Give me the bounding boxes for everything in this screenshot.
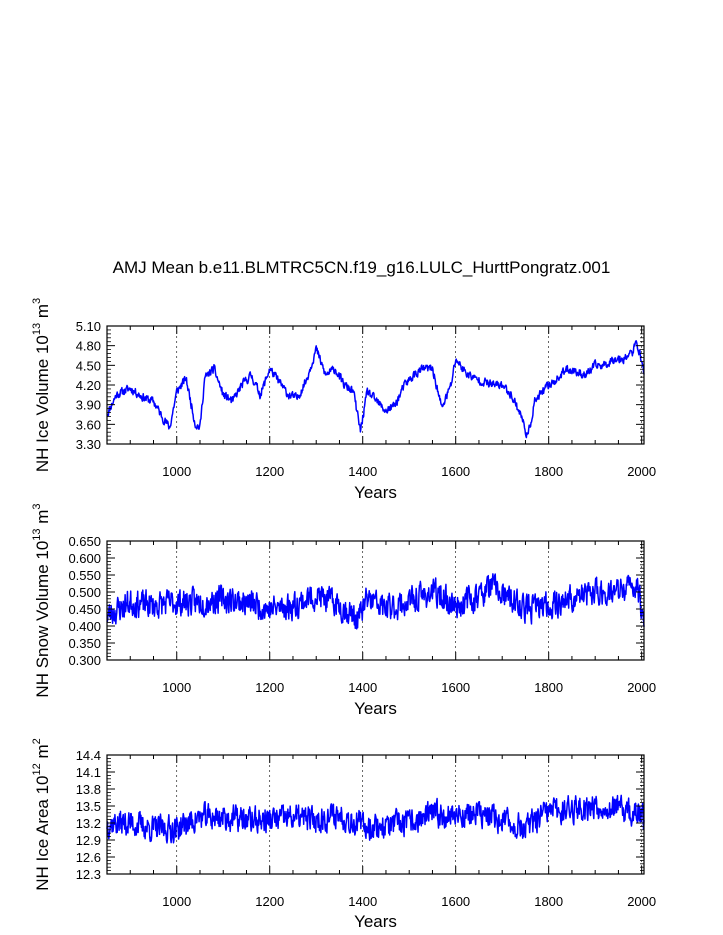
y-tick-label: 0.650 <box>68 534 101 549</box>
y-axis-title: NH Snow Volume 1013 m3 <box>31 503 52 697</box>
x-tick-label: 2000 <box>627 464 656 479</box>
x-tick-label: 1600 <box>441 894 470 909</box>
x-tick-label: 1800 <box>534 680 563 695</box>
y-tick-label: 3.60 <box>76 417 101 432</box>
panel-snow-volume: 1000 1200 1400 1600 1800 2000 0.300 0.350 0.400 0… <box>31 503 656 718</box>
chart-title: AMJ Mean b.e11.BLMTRC5CN.f19_g16.LULC_Hu… <box>112 258 611 277</box>
panel-ice-volume: 1000 1200 1400 1600 1800 2000 3.30 3.60 3.90 4.20… <box>31 298 656 502</box>
y-tick-label: 13.8 <box>76 782 101 797</box>
y-tick-label: 4.80 <box>76 339 101 354</box>
y-tick-label: 12.9 <box>76 833 101 848</box>
plot-frame <box>106 540 645 661</box>
x-tick-label: 1200 <box>255 464 284 479</box>
x-tick-label: 1200 <box>255 894 284 909</box>
x-axis-title: Years <box>354 912 397 931</box>
y-axis-title-unit-exp: 2 <box>31 738 43 744</box>
plot-frame <box>106 754 645 875</box>
y-tick-label: 14.4 <box>76 748 101 763</box>
y-axis-title-main: NH Snow Volume 10 <box>33 541 52 698</box>
y-axis-title-unit-exp: 3 <box>31 298 43 304</box>
y-tick-label: 13.5 <box>76 799 101 814</box>
x-tick-label: 1200 <box>255 680 284 695</box>
y-axis-title-unit: m <box>33 304 52 323</box>
y-axis-title-unit-exp: 3 <box>31 503 43 509</box>
y-tick-label: 4.20 <box>76 378 101 393</box>
y-axis-title-main: NH Ice Volume 10 <box>33 335 52 472</box>
x-axis-title: Years <box>354 699 397 718</box>
x-tick-label: 1600 <box>441 464 470 479</box>
y-tick-label: 3.90 <box>76 398 101 413</box>
y-tick-label: 0.450 <box>68 602 101 617</box>
series-line-snow-volume <box>106 573 645 630</box>
x-tick-label: 1600 <box>441 680 470 695</box>
y-axis-title: NH Ice Volume 1013 m3 <box>31 298 52 472</box>
x-tick-label: 2000 <box>627 680 656 695</box>
x-tick-label: 1000 <box>162 464 191 479</box>
y-axis-title-exp: 13 <box>31 323 43 335</box>
y-tick-label: 13.2 <box>76 816 101 831</box>
panel-ice-area: 1000 1200 1400 1600 1800 2000 12.3 12.6 12.9 13.2… <box>31 738 656 931</box>
x-axis-title: Years <box>354 483 397 502</box>
y-axis-title-exp: 13 <box>31 528 43 540</box>
y-axis-title-main: NH Ice Area 10 <box>33 775 52 890</box>
y-tick-label: 0.400 <box>68 619 101 634</box>
y-tick-label: 14.1 <box>76 765 101 780</box>
y-tick-label: 3.30 <box>76 437 101 452</box>
x-tick-label: 1400 <box>348 894 377 909</box>
x-tick-label: 1000 <box>162 894 191 909</box>
y-tick-label: 0.500 <box>68 585 101 600</box>
x-tick-label: 1800 <box>534 894 563 909</box>
x-tick-label: 1000 <box>162 680 191 695</box>
y-tick-label: 12.3 <box>76 867 101 882</box>
y-axis-title-unit: m <box>33 744 52 763</box>
y-tick-label: 0.600 <box>68 551 101 566</box>
y-tick-label: 5.10 <box>76 319 101 334</box>
series-line-ice-area <box>106 794 645 844</box>
y-tick-label: 0.350 <box>68 636 101 651</box>
y-axis-title-exp: 12 <box>31 763 43 775</box>
x-tick-label: 2000 <box>627 894 656 909</box>
y-tick-label: 12.6 <box>76 850 101 865</box>
y-axis-title-unit: m <box>33 510 52 529</box>
series-line-ice-volume <box>106 339 645 439</box>
x-tick-label: 1800 <box>534 464 563 479</box>
x-tick-label: 1400 <box>348 464 377 479</box>
x-tick-label: 1400 <box>348 680 377 695</box>
y-axis-title: NH Ice Area 1012 m2 <box>31 738 52 891</box>
y-tick-label: 0.550 <box>68 568 101 583</box>
y-tick-label: 0.300 <box>68 653 101 668</box>
y-tick-label: 4.50 <box>76 358 101 373</box>
